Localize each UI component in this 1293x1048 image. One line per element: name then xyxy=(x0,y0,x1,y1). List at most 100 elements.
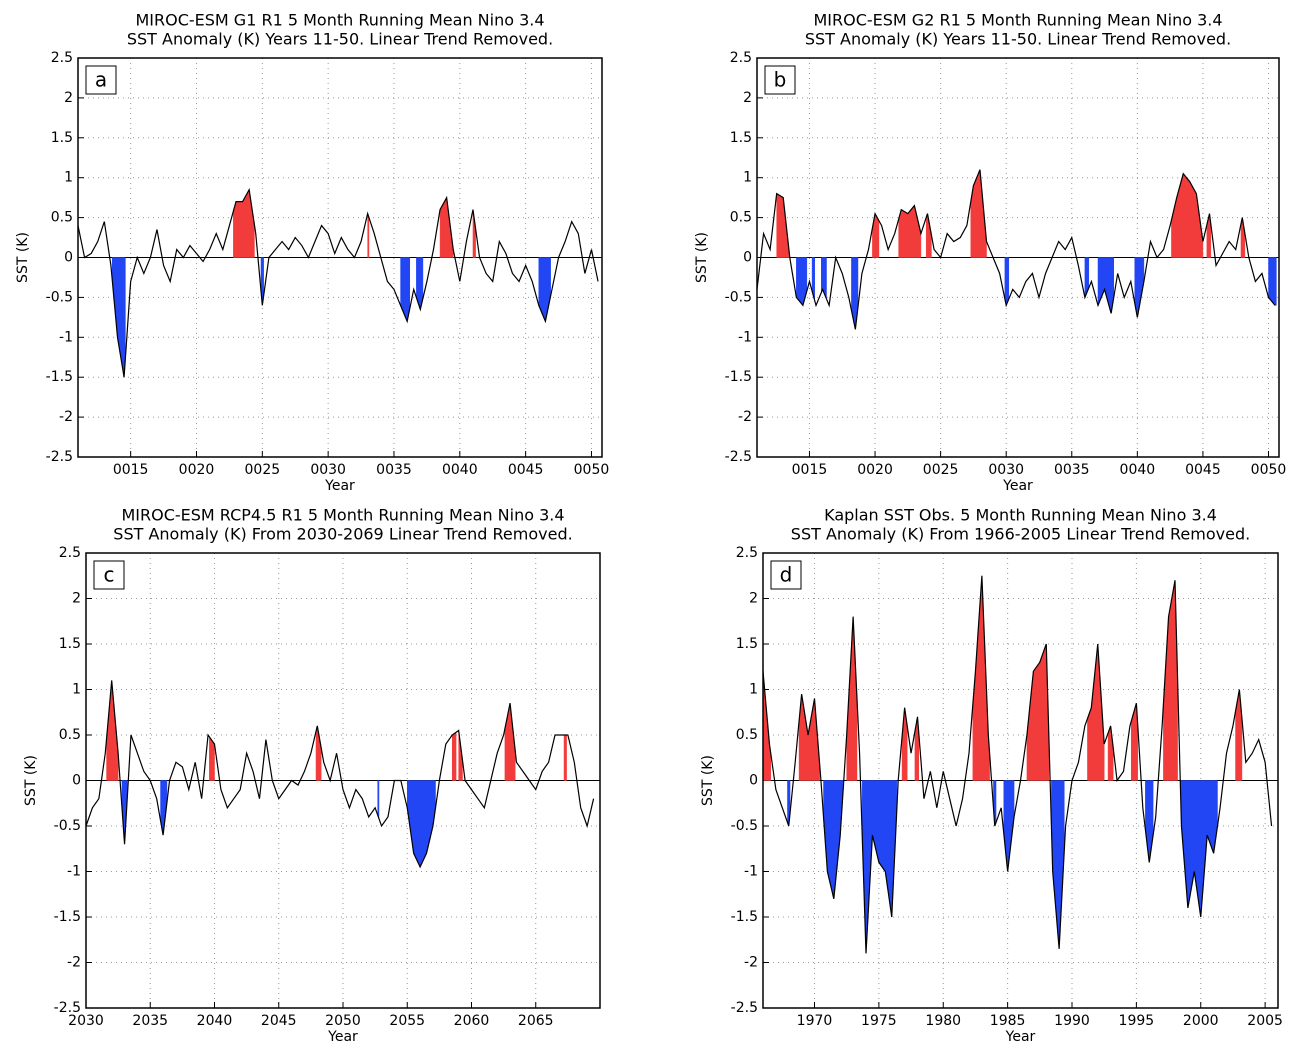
y-tick-label: 1 xyxy=(749,682,758,698)
cold-event xyxy=(538,257,551,323)
x-tick-label: 2040 xyxy=(197,1013,233,1029)
y-tick-label: 0.5 xyxy=(51,210,73,226)
y-tick-label: -2 xyxy=(67,955,81,971)
warm-event xyxy=(451,731,457,781)
warm-event xyxy=(898,205,922,258)
x-tick-label: 0015 xyxy=(792,462,828,478)
x-tick-label: 2045 xyxy=(261,1013,297,1029)
warm-event xyxy=(367,213,370,258)
cold-event xyxy=(377,780,380,819)
y-tick-label: 1 xyxy=(72,682,81,698)
y-tick-label: 1.5 xyxy=(59,636,81,652)
cold-event xyxy=(1004,257,1010,307)
y-tick-label: 2.5 xyxy=(51,50,73,66)
y-tick-label: 2.5 xyxy=(59,545,81,561)
x-tick-label: 0025 xyxy=(923,462,959,478)
y-tick-label: -1 xyxy=(744,864,758,880)
x-tick-label: 1990 xyxy=(1054,1013,1090,1029)
x-tick-label: 1980 xyxy=(925,1013,961,1029)
cold-event xyxy=(1145,780,1154,863)
y-tick-label: -1 xyxy=(738,329,752,345)
x-axis-label: Year xyxy=(327,1029,358,1045)
sst-line xyxy=(756,169,1276,330)
x-tick-label: 2005 xyxy=(1247,1013,1283,1029)
x-tick-label: 0020 xyxy=(857,462,893,478)
y-tick-label: 2.5 xyxy=(736,545,758,561)
x-tick-label: 0040 xyxy=(442,462,478,478)
x-axis-label: Year xyxy=(1005,1029,1036,1045)
cold-event xyxy=(407,780,436,868)
x-tick-label: 0035 xyxy=(376,462,412,478)
chart-title: MIROC-ESM G2 R1 5 Month Running Mean Nin… xyxy=(813,11,1222,30)
panel: -2.5 -2 -1.5 -1 -0.5 0 0.5 1 1.5 2 2.5 0015 0020 0025… xyxy=(694,11,1286,495)
warm-event xyxy=(504,703,516,781)
panel-label: b xyxy=(774,68,787,92)
y-tick-label: 0 xyxy=(749,773,758,789)
y-tick-label: 2.5 xyxy=(730,50,752,66)
y-tick-label: 1.5 xyxy=(51,130,73,146)
x-tick-label: 0015 xyxy=(113,462,149,478)
y-axis-label: SST (K) xyxy=(23,755,39,806)
y-tick-label: -0.5 xyxy=(54,818,81,834)
y-tick-label: -0.5 xyxy=(731,818,758,834)
x-tick-label: 0040 xyxy=(1120,462,1156,478)
warm-event xyxy=(1171,173,1204,258)
y-tick-label: -2 xyxy=(738,409,752,425)
y-tick-label: 2 xyxy=(72,591,81,607)
y-axis-label: SST (K) xyxy=(15,232,31,283)
x-tick-label: 0030 xyxy=(988,462,1024,478)
plot-frame xyxy=(762,552,1279,1009)
chart-subtitle: SST Anomaly (K) From 1966-2005 Linear Tr… xyxy=(791,525,1250,544)
y-tick-label: 0.5 xyxy=(59,727,81,743)
warm-event xyxy=(563,734,567,781)
y-tick-label: -0.5 xyxy=(725,289,752,305)
y-tick-label: -1.5 xyxy=(731,909,758,925)
sst-line xyxy=(77,187,599,378)
x-tick-label: 2060 xyxy=(454,1013,490,1029)
cold-event xyxy=(1268,257,1277,306)
x-tick-label: 1970 xyxy=(797,1013,833,1029)
y-tick-label: 2 xyxy=(743,90,752,106)
warm-event xyxy=(798,694,820,781)
sst-line xyxy=(762,575,1273,954)
y-tick-label: -0.5 xyxy=(46,289,73,305)
x-tick-label: 0025 xyxy=(245,462,281,478)
panel-label-box xyxy=(764,65,796,95)
x-axis-label: Year xyxy=(324,478,355,494)
warm-event xyxy=(776,193,791,258)
cold-event xyxy=(1097,257,1114,314)
panel-label: a xyxy=(95,68,107,92)
y-tick-label: -2 xyxy=(59,409,73,425)
warm-event xyxy=(1107,725,1114,781)
sst-line xyxy=(85,680,595,869)
y-tick-label: 1.5 xyxy=(736,636,758,652)
y-tick-label: -2.5 xyxy=(46,449,73,465)
y-tick-label: -1.5 xyxy=(725,369,752,385)
y-tick-label: 1 xyxy=(743,170,752,186)
x-tick-label: 0050 xyxy=(574,462,610,478)
x-tick-label: 0050 xyxy=(1251,462,1287,478)
x-tick-label: 0035 xyxy=(1054,462,1090,478)
y-tick-label: 0 xyxy=(743,250,752,266)
y-tick-label: 0 xyxy=(64,250,73,266)
y-tick-label: -2.5 xyxy=(725,449,752,465)
y-tick-label: 0 xyxy=(72,773,81,789)
x-tick-label: 2030 xyxy=(68,1013,104,1029)
x-tick-label: 2065 xyxy=(518,1013,554,1029)
panel-label-box xyxy=(770,560,802,590)
panel-label: c xyxy=(104,563,115,587)
x-tick-label: 0045 xyxy=(1185,462,1221,478)
chart-title: MIROC-ESM RCP4.5 R1 5 Month Running Mean… xyxy=(121,506,564,525)
y-tick-label: 2 xyxy=(749,591,758,607)
panel: -2.5 -2 -1.5 -1 -0.5 0 0.5 1 1.5 2 2.5 0015 0020 0025… xyxy=(15,11,609,495)
y-tick-label: 2 xyxy=(64,90,73,106)
plot-frame xyxy=(85,552,601,1009)
y-tick-label: -1 xyxy=(67,864,81,880)
x-tick-label: 1975 xyxy=(861,1013,897,1029)
x-tick-label: 0045 xyxy=(508,462,544,478)
panel-label: d xyxy=(780,563,793,587)
x-tick-label: 1985 xyxy=(990,1013,1026,1029)
panel-label-box xyxy=(93,560,125,590)
x-tick-label: 0030 xyxy=(310,462,346,478)
chart-subtitle: SST Anomaly (K) From 2030-2069 Linear Tr… xyxy=(113,525,572,544)
